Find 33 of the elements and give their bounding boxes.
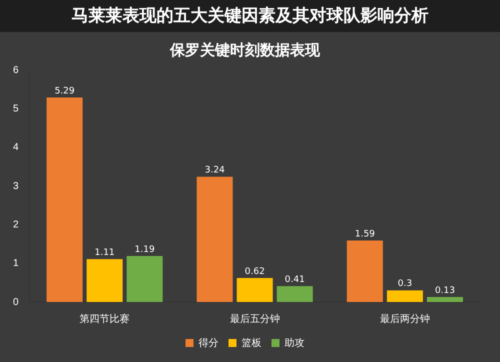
bar [386, 290, 423, 302]
bar [276, 286, 313, 302]
y-tick-label: 5 [13, 103, 19, 114]
data-label: 1.11 [94, 248, 115, 258]
data-label: 0.41 [284, 274, 305, 285]
chart-title: 保罗关键时刻数据表现 [169, 40, 321, 59]
bar [196, 176, 233, 302]
y-tick-label: 6 [13, 64, 19, 76]
data-label: 1.19 [134, 244, 155, 255]
bar [86, 259, 123, 302]
data-label: 0.3 [398, 279, 412, 290]
bar [236, 278, 273, 302]
y-tick-label: 2 [13, 219, 19, 230]
legend-label: 篮板 [242, 336, 262, 349]
x-tick-label: 最后五分钟 [230, 312, 280, 325]
bar [46, 97, 83, 302]
legend-label: 得分 [198, 336, 218, 349]
y-tick-label: 3 [13, 180, 19, 192]
text: 马莱莱表现的五大关键因素及其对球队影响分析 [0, 0, 500, 32]
data-label: 3.24 [204, 166, 226, 176]
data-label: 0.13 [434, 286, 455, 296]
bar [126, 256, 163, 302]
data-label: 5.29 [54, 86, 75, 96]
x-tick-label: 第四节比赛 [80, 312, 130, 325]
data-label: 1.59 [354, 229, 376, 240]
y-tick-label: 4 [13, 142, 19, 154]
bar [346, 240, 383, 302]
y-tick-label: 0 [13, 296, 19, 308]
bar [426, 296, 463, 302]
legend-label: 助攻 [284, 336, 304, 349]
y-tick-label: 1 [13, 258, 19, 270]
x-tick-label: 最后两分钟 [380, 312, 430, 325]
data-label: 0.62 [244, 266, 265, 277]
